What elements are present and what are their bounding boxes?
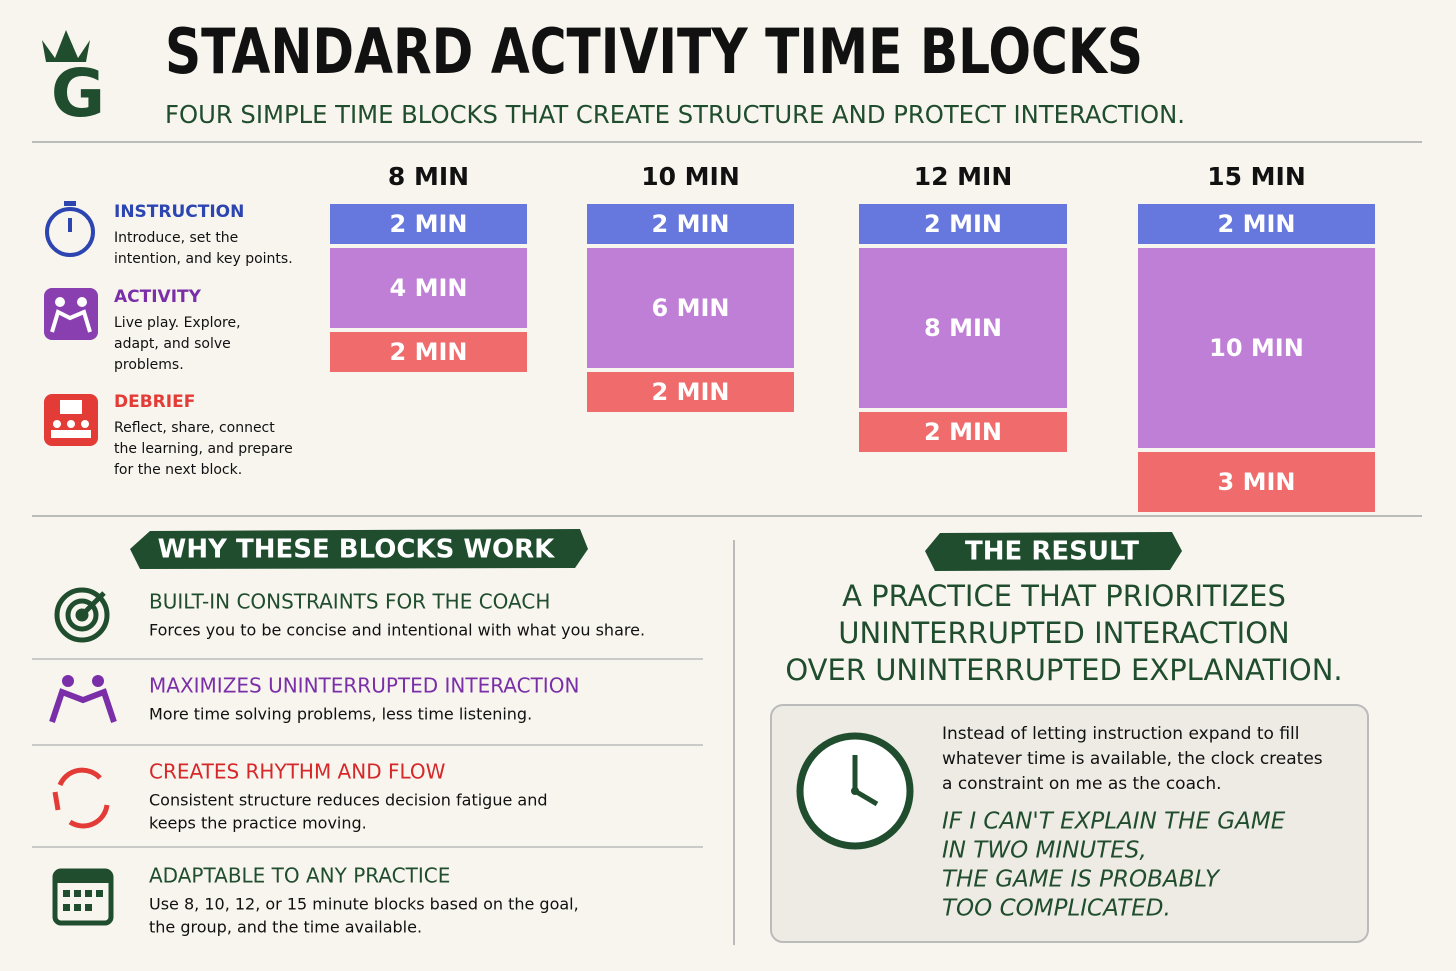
- title: STANDARD ACTIVITY TIME BLOCKS: [165, 15, 1143, 88]
- calendar-icon: [52, 868, 114, 926]
- result-statement: OVER UNINTERRUPTED EXPLANATION.: [785, 653, 1342, 687]
- banner: [925, 532, 1182, 571]
- legend-text: adapt, and solve: [114, 336, 231, 352]
- item-title: ADAPTABLE TO ANY PRACTICE: [149, 864, 450, 888]
- item-text: Consistent structure reduces decision fa…: [149, 791, 547, 810]
- column-label: 10 MIN: [641, 162, 740, 191]
- legend-text: problems.: [114, 357, 184, 373]
- logo: G: [51, 55, 105, 132]
- time-block: [587, 248, 794, 368]
- cycle-icon: [52, 767, 110, 829]
- legend-text: intention, and key points.: [114, 251, 293, 267]
- time-block: [1138, 204, 1375, 244]
- debrief-icon: [44, 394, 98, 446]
- result-quote: IN TWO MINUTES,: [942, 838, 1147, 864]
- item-title: BUILT-IN CONSTRAINTS FOR THE COACH: [149, 590, 550, 614]
- result-statement: UNINTERRUPTED INTERACTION: [838, 616, 1289, 650]
- result-box: [770, 704, 1369, 943]
- legend-title: ACTIVITY: [114, 287, 202, 307]
- legend-text: for the next block.: [114, 462, 242, 478]
- activity-icon: [44, 288, 98, 340]
- legend-title: DEBRIEF: [114, 392, 195, 412]
- block-label: 8 MIN: [924, 314, 1002, 342]
- result-body: Instead of letting instruction expand to…: [942, 724, 1300, 744]
- section-title: THE RESULT: [965, 537, 1139, 567]
- legend-text: the learning, and prepare: [114, 441, 293, 457]
- block-label: 2 MIN: [1218, 210, 1296, 238]
- subtitle: FOUR SIMPLE TIME BLOCKS THAT CREATE STRU…: [165, 100, 1185, 129]
- column-label: 15 MIN: [1207, 162, 1306, 191]
- item-text: the group, and the time available.: [149, 918, 422, 937]
- block-label: 3 MIN: [1218, 468, 1296, 496]
- legend-text: Introduce, set the: [114, 230, 238, 246]
- banner: [130, 529, 588, 569]
- section-title: WHY THESE BLOCKS WORK: [158, 535, 555, 565]
- time-block: [587, 372, 794, 412]
- block-label: 2 MIN: [390, 338, 468, 366]
- result-quote: IF I CAN'T EXPLAIN THE GAME: [942, 809, 1286, 835]
- item-text: keeps the practice moving.: [149, 814, 367, 833]
- result-body: whatever time is available, the clock cr…: [942, 749, 1323, 769]
- time-block: [330, 332, 527, 372]
- block-label: 2 MIN: [652, 210, 730, 238]
- legend-text: Reflect, share, connect: [114, 420, 275, 436]
- item-text: Forces you to be concise and intentional…: [149, 621, 645, 640]
- clock-icon: [796, 732, 914, 850]
- item-text: Use 8, 10, 12, or 15 minute blocks based…: [149, 895, 579, 914]
- block-label: 2 MIN: [390, 210, 468, 238]
- block-label: 2 MIN: [652, 378, 730, 406]
- time-block: [330, 204, 527, 244]
- legend-text: Live play. Explore,: [114, 315, 241, 331]
- result-body: a constraint on me as the coach.: [942, 774, 1222, 794]
- time-block: [1138, 452, 1375, 512]
- item-title: CREATES RHYTHM AND FLOW: [149, 760, 446, 784]
- item-title: MAXIMIZES UNINTERRUPTED INTERACTION: [149, 674, 579, 698]
- time-block: [330, 248, 527, 328]
- players-icon: [49, 675, 117, 723]
- block-label: 2 MIN: [924, 418, 1002, 446]
- item-text: More time solving problems, less time li…: [149, 705, 532, 724]
- column-label: 12 MIN: [914, 162, 1013, 191]
- logo-crown: [42, 30, 90, 62]
- column-label: 8 MIN: [388, 162, 469, 191]
- block-label: 2 MIN: [924, 210, 1002, 238]
- time-block: [859, 248, 1067, 408]
- block-label: 6 MIN: [652, 294, 730, 322]
- time-block: [1138, 248, 1375, 448]
- legend-title: INSTRUCTION: [114, 202, 244, 222]
- block-label: 4 MIN: [390, 274, 468, 302]
- time-block: [859, 412, 1067, 452]
- time-block: [859, 204, 1067, 244]
- target-icon: [54, 587, 110, 643]
- time-block: [587, 204, 794, 244]
- block-label: 10 MIN: [1209, 334, 1304, 362]
- result-quote: TOO COMPLICATED.: [942, 896, 1171, 922]
- result-statement: A PRACTICE THAT PRIORITIZES: [842, 579, 1286, 613]
- stopwatch-icon: [45, 201, 95, 257]
- result-quote: THE GAME IS PROBABLY: [942, 867, 1221, 893]
